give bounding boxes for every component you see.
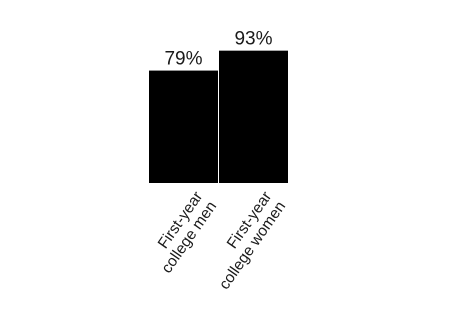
value-label-1: 93% [234,29,272,50]
value-label-0: 79% [164,49,202,70]
bar-1 [219,50,288,184]
value-labels-group: 79% 93% [164,29,272,70]
bar-0 [149,70,218,183]
bars-group [149,50,288,184]
